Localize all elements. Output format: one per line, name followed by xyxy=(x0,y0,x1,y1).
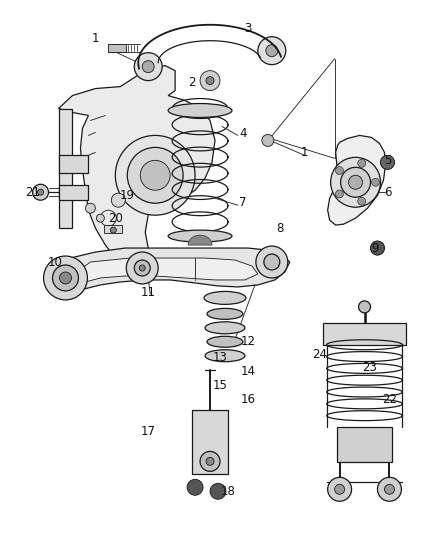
Circle shape xyxy=(142,61,154,72)
Text: 7: 7 xyxy=(239,196,247,209)
Circle shape xyxy=(264,254,280,270)
Circle shape xyxy=(60,272,71,284)
Text: 20: 20 xyxy=(108,212,123,224)
Circle shape xyxy=(53,265,78,291)
Circle shape xyxy=(115,135,195,215)
Ellipse shape xyxy=(205,322,245,334)
Ellipse shape xyxy=(168,103,232,117)
Bar xyxy=(104,225,122,233)
Text: 24: 24 xyxy=(312,348,327,361)
Circle shape xyxy=(139,265,145,271)
Circle shape xyxy=(266,45,278,56)
Circle shape xyxy=(381,155,395,169)
Bar xyxy=(108,44,126,52)
Text: 14: 14 xyxy=(240,365,255,378)
Circle shape xyxy=(200,71,220,91)
Bar xyxy=(59,155,88,173)
Polygon shape xyxy=(188,235,212,245)
Polygon shape xyxy=(59,109,72,228)
Text: 9: 9 xyxy=(371,241,378,255)
Bar xyxy=(337,427,392,462)
Text: 15: 15 xyxy=(212,379,227,392)
Circle shape xyxy=(358,197,366,205)
Polygon shape xyxy=(78,258,258,282)
Circle shape xyxy=(256,246,288,278)
Polygon shape xyxy=(328,135,385,225)
Circle shape xyxy=(371,241,385,255)
Text: 1: 1 xyxy=(92,32,99,45)
Circle shape xyxy=(341,167,371,197)
Circle shape xyxy=(378,478,401,501)
Text: 8: 8 xyxy=(276,222,283,235)
Circle shape xyxy=(85,203,95,213)
Circle shape xyxy=(258,37,286,64)
Text: 21: 21 xyxy=(25,185,40,199)
Circle shape xyxy=(134,260,150,276)
Circle shape xyxy=(38,189,43,195)
Circle shape xyxy=(140,160,170,190)
Circle shape xyxy=(371,178,379,186)
Text: 2: 2 xyxy=(188,76,196,89)
Text: 3: 3 xyxy=(244,22,251,35)
Circle shape xyxy=(43,256,88,300)
Circle shape xyxy=(206,457,214,465)
Circle shape xyxy=(331,157,381,207)
Polygon shape xyxy=(59,66,215,272)
Text: 10: 10 xyxy=(48,255,63,269)
Circle shape xyxy=(336,190,343,198)
Circle shape xyxy=(359,301,371,313)
Circle shape xyxy=(336,166,343,174)
Bar xyxy=(59,185,88,200)
Circle shape xyxy=(187,479,203,495)
Circle shape xyxy=(349,175,363,189)
Ellipse shape xyxy=(204,292,246,304)
Text: 18: 18 xyxy=(221,485,235,498)
Text: 4: 4 xyxy=(239,127,247,140)
Circle shape xyxy=(358,159,366,167)
Circle shape xyxy=(111,193,125,207)
Text: 5: 5 xyxy=(384,154,391,167)
Bar xyxy=(323,323,406,345)
Polygon shape xyxy=(49,248,290,295)
Text: 11: 11 xyxy=(141,286,156,300)
Text: 6: 6 xyxy=(384,185,391,199)
Circle shape xyxy=(126,252,158,284)
Circle shape xyxy=(127,148,183,203)
Ellipse shape xyxy=(207,336,243,347)
Circle shape xyxy=(206,77,214,85)
Circle shape xyxy=(385,484,395,494)
Text: 23: 23 xyxy=(362,361,377,374)
Text: 22: 22 xyxy=(382,393,397,406)
Text: 19: 19 xyxy=(120,189,135,201)
Circle shape xyxy=(110,227,117,233)
Text: 13: 13 xyxy=(212,351,227,364)
Bar xyxy=(192,409,228,474)
Circle shape xyxy=(32,184,49,200)
Circle shape xyxy=(262,134,274,147)
Text: 1: 1 xyxy=(301,146,308,159)
Text: 16: 16 xyxy=(240,393,255,406)
Ellipse shape xyxy=(205,350,245,362)
Text: 17: 17 xyxy=(141,425,156,438)
Ellipse shape xyxy=(207,309,243,319)
Circle shape xyxy=(134,53,162,80)
Circle shape xyxy=(200,451,220,471)
Circle shape xyxy=(96,214,104,222)
Text: 12: 12 xyxy=(240,335,255,348)
Circle shape xyxy=(335,484,345,494)
Ellipse shape xyxy=(168,230,232,242)
Circle shape xyxy=(210,483,226,499)
Circle shape xyxy=(328,478,352,501)
